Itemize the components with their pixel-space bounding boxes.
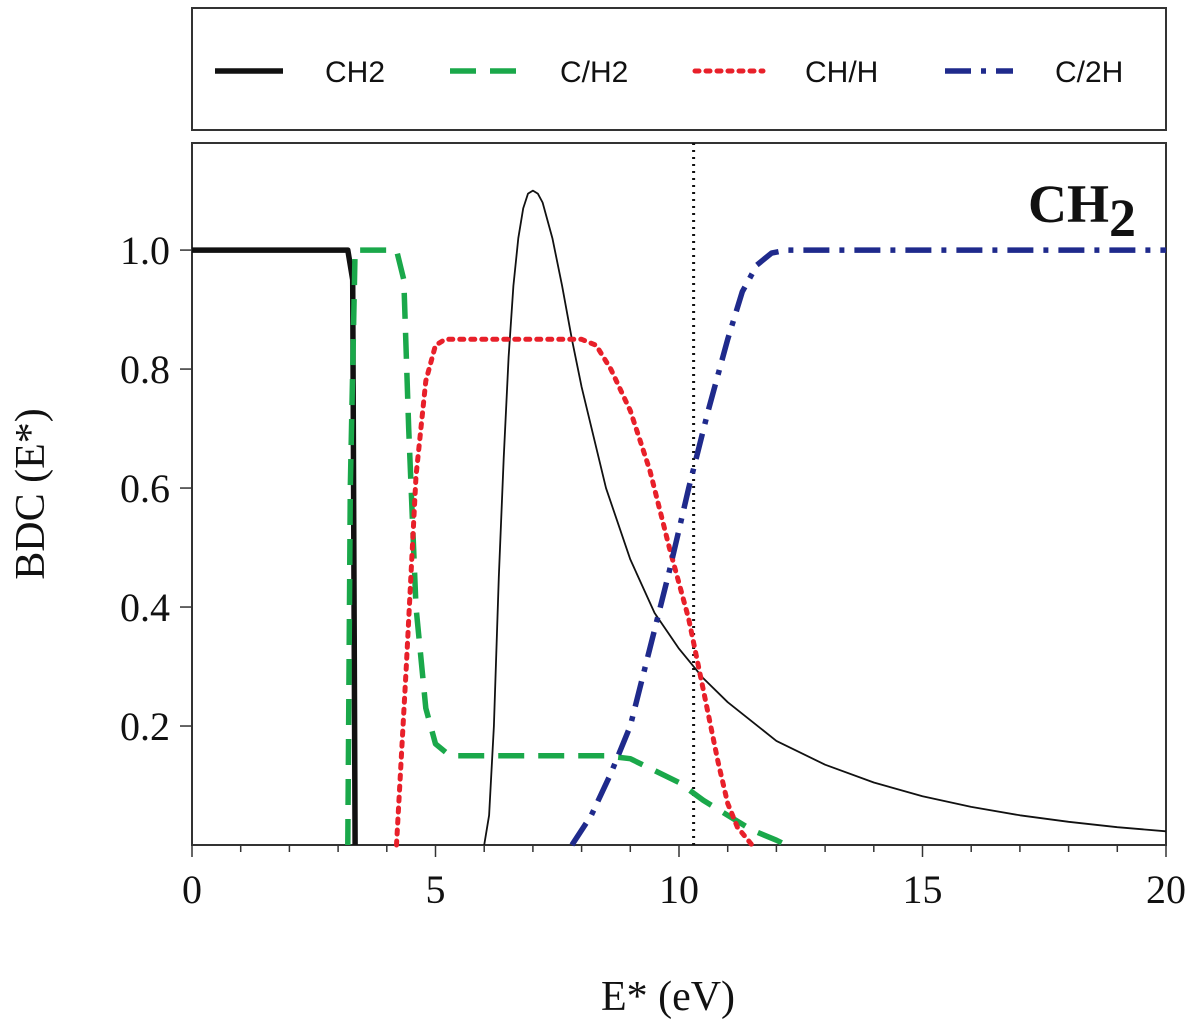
series-line-c-h2	[345, 247, 788, 848]
series-line-c-2h	[569, 247, 1166, 847]
y-axis-label: BDC (E*)	[8, 408, 54, 580]
chart-title-main: CH	[1028, 174, 1109, 234]
series-group	[192, 189, 1167, 848]
x-tick-label: 0	[182, 867, 202, 912]
legend-label: CH/H	[805, 56, 878, 89]
series-line-ch2	[192, 247, 358, 846]
axis-ticks	[180, 249, 1167, 857]
chart-title-subscript: 2	[1109, 188, 1136, 248]
legend-label: C/2H	[1055, 56, 1123, 89]
x-tick-label: 5	[426, 867, 446, 912]
y-tick-label: 1.0	[120, 228, 170, 273]
x-tick-label: 15	[903, 867, 943, 912]
x-tick-label: 10	[659, 867, 699, 912]
y-tick-label: 0.6	[120, 466, 170, 511]
legend: CH2 C/H2 CH/H C/2H	[191, 7, 1167, 131]
series-line-ch-h	[394, 336, 755, 848]
y-tick-label: 0.4	[120, 585, 170, 630]
axis-tick-labels: 0 5 10 15 20 0.2 0.4 0.6 0.8 1.0	[120, 228, 1186, 912]
y-tick-label: 0.2	[120, 704, 170, 749]
chart-title: CH2	[1028, 174, 1136, 248]
legend-label: C/H2	[560, 56, 628, 89]
y-tick-label: 0.8	[120, 347, 170, 392]
series-line-distribution	[483, 189, 1167, 846]
legend-label: CH2	[325, 56, 385, 89]
x-tick-label: 20	[1146, 867, 1186, 912]
x-axis-label: E* (eV)	[601, 974, 735, 1020]
